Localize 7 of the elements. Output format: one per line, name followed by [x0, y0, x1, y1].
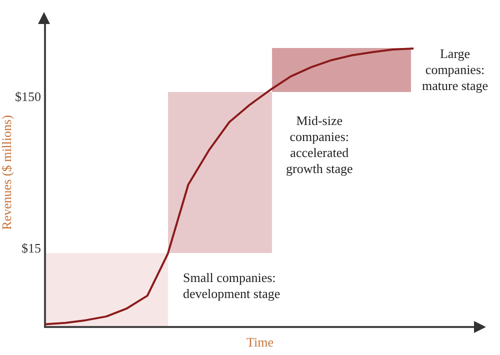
y-tick-label: $15 — [22, 240, 41, 256]
y-axis-title: Revenues ($ millions) — [0, 115, 14, 230]
x-axis-title: Time — [246, 334, 274, 350]
annotation: Mid-size companies: accelerated growth stage — [286, 113, 353, 177]
annotation: Small companies: development stage — [183, 270, 280, 302]
annotation: Large companies: mature stage — [422, 46, 488, 94]
y-tick-label: $150 — [15, 88, 41, 104]
